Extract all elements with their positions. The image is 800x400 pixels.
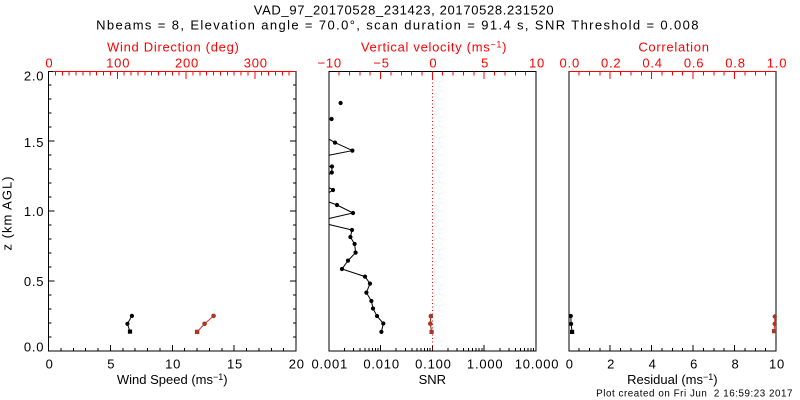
svg-text:0.001: 0.001 — [311, 357, 348, 372]
svg-text:−10: −10 — [318, 56, 342, 71]
svg-text:0.010: 0.010 — [363, 357, 400, 372]
svg-text:0.0: 0.0 — [560, 56, 580, 71]
svg-text:0: 0 — [566, 357, 574, 372]
svg-text:0.2: 0.2 — [601, 56, 621, 71]
svg-text:15: 15 — [227, 357, 243, 372]
svg-text:20: 20 — [289, 357, 305, 372]
svg-text:2.0: 2.0 — [24, 69, 44, 84]
svg-text:100: 100 — [106, 56, 130, 71]
svg-text:0.8: 0.8 — [725, 56, 745, 71]
svg-text:1.000: 1.000 — [467, 357, 504, 372]
svg-text:Correlation: Correlation — [638, 40, 709, 55]
svg-text:0.5: 0.5 — [24, 274, 44, 289]
svg-text:Wind Speed (ms−1): Wind Speed (ms−1) — [117, 372, 228, 387]
svg-text:VAD_97_20170528_231423, 201705: VAD_97_20170528_231423, 20170528.231520 — [254, 3, 555, 18]
svg-text:1.0: 1.0 — [24, 204, 44, 219]
svg-text:2: 2 — [607, 357, 615, 372]
svg-text:4: 4 — [649, 357, 657, 372]
svg-text:6: 6 — [690, 357, 698, 372]
svg-text:Vertical velocity (ms−1): Vertical velocity (ms−1) — [361, 40, 507, 55]
svg-text:0: 0 — [45, 56, 53, 71]
svg-text:0.100: 0.100 — [415, 357, 452, 372]
svg-text:8: 8 — [731, 357, 739, 372]
svg-text:−5: −5 — [373, 56, 389, 71]
svg-text:5: 5 — [107, 357, 115, 372]
svg-text:Plot created on Fri Jun 2 16:: Plot created on Fri Jun 2 16:59:23 2017 — [596, 388, 793, 399]
svg-text:200: 200 — [175, 56, 199, 71]
svg-text:5: 5 — [481, 56, 489, 71]
svg-text:1.5: 1.5 — [24, 135, 44, 150]
svg-text:10.000: 10.000 — [515, 357, 560, 372]
svg-text:1.0: 1.0 — [767, 56, 787, 71]
svg-text:SNR: SNR — [419, 372, 446, 387]
svg-text:Nbeams = 8, Elevation angle =: Nbeams = 8, Elevation angle = 70.0°, sca… — [96, 18, 700, 33]
svg-text:10: 10 — [529, 56, 545, 71]
svg-text:Residual (ms−1): Residual (ms−1) — [627, 372, 717, 387]
svg-text:10: 10 — [165, 357, 181, 372]
svg-text:0.4: 0.4 — [642, 56, 662, 71]
svg-text:0: 0 — [46, 357, 54, 372]
svg-text:Wind Direction (deg): Wind Direction (deg) — [107, 40, 240, 55]
svg-text:z (km AGL): z (km AGL) — [0, 175, 15, 250]
svg-text:0.6: 0.6 — [684, 56, 704, 71]
svg-text:300: 300 — [244, 56, 268, 71]
svg-text:10: 10 — [769, 357, 785, 372]
svg-text:0: 0 — [429, 56, 437, 71]
svg-text:0.0: 0.0 — [24, 340, 44, 355]
